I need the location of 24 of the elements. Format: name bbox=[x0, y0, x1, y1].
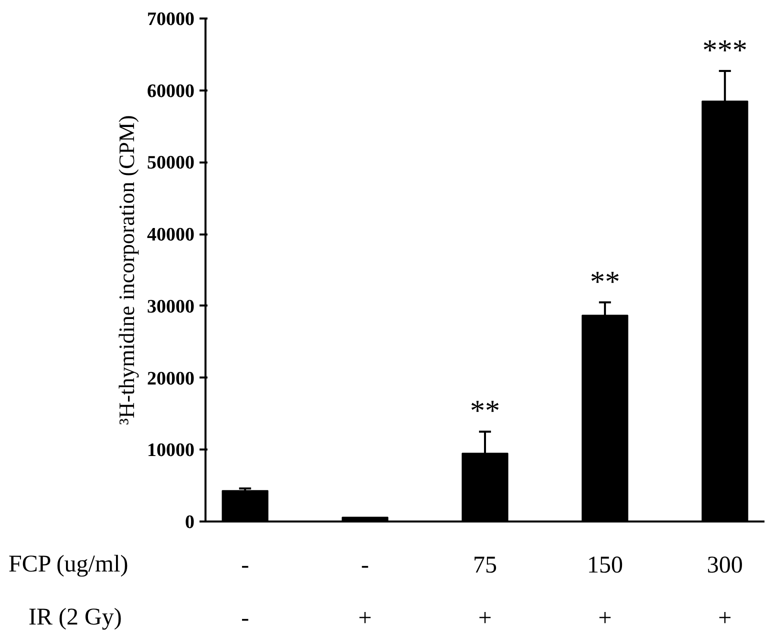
x-tick-label: 75 bbox=[473, 552, 497, 579]
y-tick-label: 0 bbox=[185, 512, 194, 533]
annotation: ** bbox=[470, 394, 500, 428]
text: IR (2 Gy) bbox=[28, 604, 122, 631]
y-axis-title: ³H-thymidine incorporation (CPM) bbox=[114, 115, 139, 425]
y-tick-label: 70000 bbox=[147, 9, 194, 30]
x-tick-label: 300 bbox=[706, 552, 743, 579]
text: - bbox=[241, 606, 250, 632]
y-tick-label: 20000 bbox=[147, 368, 194, 390]
x-tick-label: - bbox=[241, 552, 250, 579]
annotation: ** bbox=[590, 265, 620, 298]
annotation: *** bbox=[702, 34, 748, 67]
text: + bbox=[478, 606, 492, 632]
text: + bbox=[718, 606, 732, 632]
text: + bbox=[598, 606, 612, 632]
y-tick-label: 30000 bbox=[147, 296, 194, 318]
x-axis-title: FCP (ug/ml) bbox=[8, 552, 128, 578]
y-tick-label: 60000 bbox=[147, 80, 194, 102]
y-tick-label: 40000 bbox=[147, 224, 194, 246]
x-tick-label: - bbox=[361, 552, 370, 579]
x-tick-label: 150 bbox=[586, 552, 623, 579]
y-tick-label: 50000 bbox=[147, 152, 194, 174]
y-tick-label: 10000 bbox=[147, 440, 194, 462]
text: + bbox=[358, 606, 372, 632]
